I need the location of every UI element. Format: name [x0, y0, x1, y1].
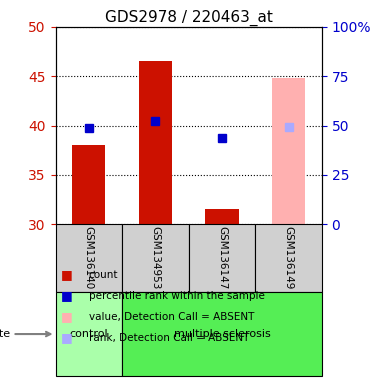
Text: percentile rank within the sample: percentile rank within the sample — [89, 291, 265, 301]
Text: value, Detection Call = ABSENT: value, Detection Call = ABSENT — [89, 312, 254, 322]
Bar — [72, 145, 105, 224]
Text: ■: ■ — [61, 310, 73, 323]
Bar — [272, 78, 305, 224]
Title: GDS2978 / 220463_at: GDS2978 / 220463_at — [105, 9, 273, 25]
Text: GSM136149: GSM136149 — [283, 226, 294, 290]
Text: GSM134953: GSM134953 — [150, 226, 161, 290]
Text: GSM136140: GSM136140 — [84, 226, 94, 290]
Text: rank, Detection Call = ABSENT: rank, Detection Call = ABSENT — [89, 333, 249, 343]
FancyBboxPatch shape — [255, 224, 322, 292]
Text: multiple sclerosis: multiple sclerosis — [174, 329, 270, 339]
Bar — [139, 61, 172, 224]
Text: ■: ■ — [61, 289, 73, 302]
Text: disease state: disease state — [0, 329, 50, 339]
Text: ■: ■ — [61, 331, 73, 344]
FancyBboxPatch shape — [56, 292, 122, 376]
Text: count: count — [89, 270, 118, 280]
Text: GSM136147: GSM136147 — [217, 226, 227, 290]
FancyBboxPatch shape — [122, 224, 189, 292]
FancyBboxPatch shape — [56, 224, 122, 292]
Text: ■: ■ — [61, 268, 73, 281]
Bar — [205, 209, 239, 224]
FancyBboxPatch shape — [189, 224, 255, 292]
FancyBboxPatch shape — [122, 292, 322, 376]
Text: control: control — [70, 329, 108, 339]
